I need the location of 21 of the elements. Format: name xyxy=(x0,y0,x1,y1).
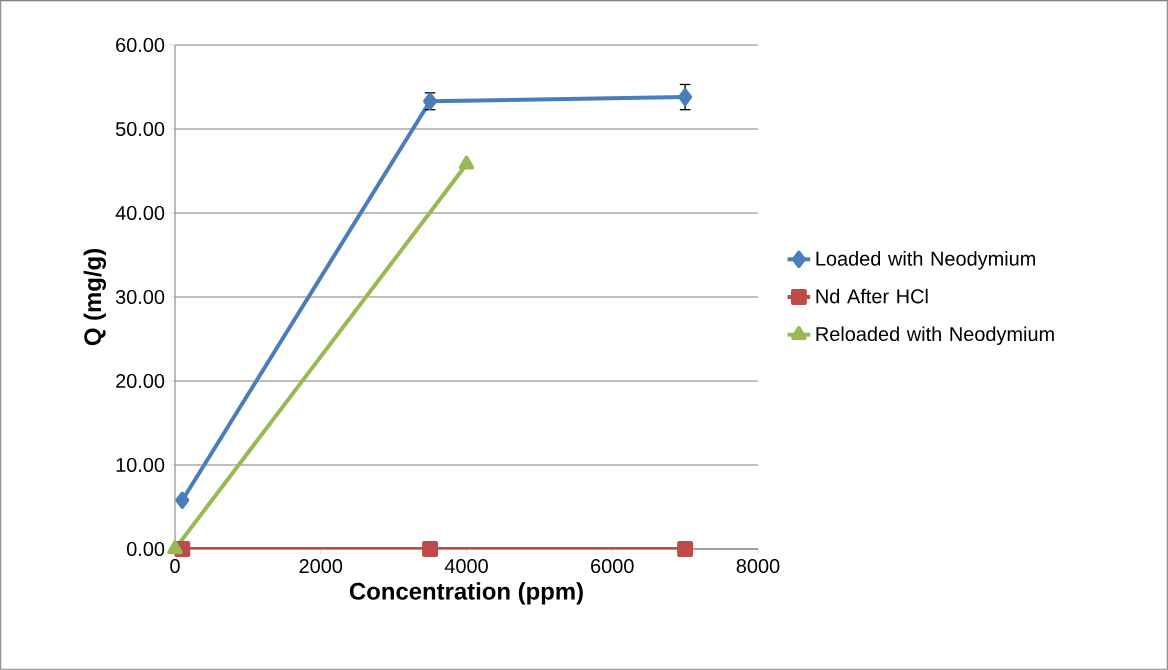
y-tick-label: 20.00 xyxy=(116,373,165,389)
x-axis-title: Concentration (ppm) xyxy=(349,582,583,605)
y-axis-title: Q (mg/g) xyxy=(83,249,107,346)
x-tick-label: 6000 xyxy=(591,558,634,574)
x-tick-label: 0 xyxy=(170,558,180,574)
y-tick-label: 50.00 xyxy=(115,121,165,137)
x-tick-label: 4000 xyxy=(444,558,488,574)
y-tick-label: 30.00 xyxy=(115,289,165,305)
legend-label: Loaded with Neodymium xyxy=(816,251,1036,270)
point xyxy=(175,491,190,509)
point xyxy=(422,541,439,557)
y-tick-label: 0.00 xyxy=(126,541,165,557)
point xyxy=(678,88,693,106)
y-tick-label: 10.00 xyxy=(116,457,165,473)
y-tick-label: 40.00 xyxy=(115,205,165,221)
legend-label: Nd After HCl xyxy=(816,288,928,304)
x-tick-label: 2000 xyxy=(299,558,343,574)
x-tick-label: 8000 xyxy=(736,558,780,574)
legend-label: Reloaded with Neodymium xyxy=(816,326,1054,346)
point xyxy=(677,541,694,557)
y-tick-label: 60.00 xyxy=(116,37,165,53)
